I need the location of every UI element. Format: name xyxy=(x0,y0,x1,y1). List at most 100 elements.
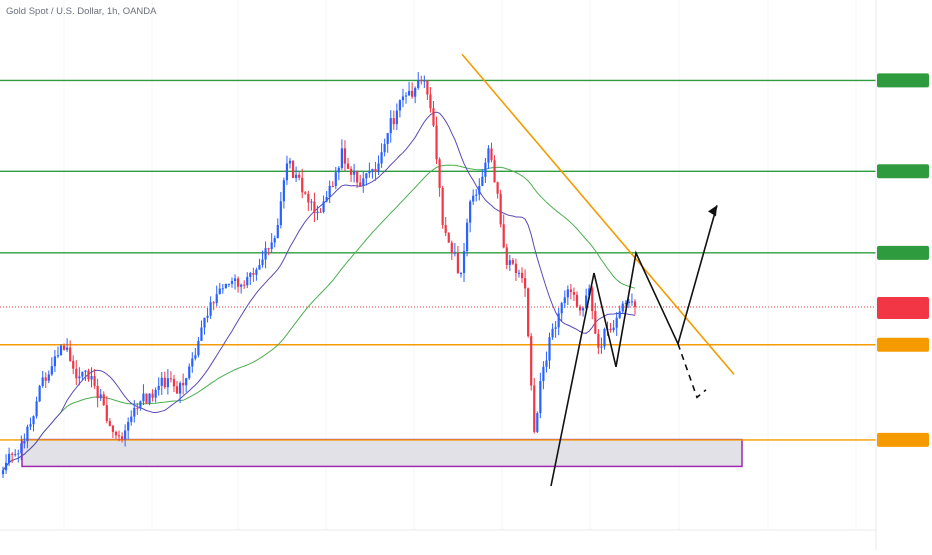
candle-body xyxy=(84,370,87,372)
candle-body xyxy=(182,383,185,386)
candle-body xyxy=(453,252,456,254)
candle-body xyxy=(304,192,307,194)
candle-body xyxy=(298,174,301,178)
candle-body xyxy=(319,211,322,213)
candle-body xyxy=(1,470,5,475)
candle-body xyxy=(520,272,524,279)
candle-body xyxy=(90,376,93,380)
candle-body xyxy=(194,355,197,359)
candle-body xyxy=(44,377,47,381)
candle-body xyxy=(530,336,533,386)
candle-body xyxy=(124,430,127,440)
candle-body xyxy=(197,340,200,356)
candle-body xyxy=(493,160,496,183)
candle-body xyxy=(337,167,340,173)
candle-body xyxy=(8,453,11,463)
last-price-badge xyxy=(877,296,929,319)
candle-body xyxy=(615,317,618,328)
candle-body xyxy=(588,288,591,296)
candle-body xyxy=(178,383,182,394)
candle-body xyxy=(191,358,194,367)
candle-body xyxy=(264,248,267,260)
candle-body xyxy=(270,242,273,249)
candle-body xyxy=(426,80,429,95)
candle-body xyxy=(17,453,20,455)
candle-body xyxy=(627,301,630,304)
candle-body xyxy=(212,302,215,304)
candle-body xyxy=(276,225,279,239)
candle-body xyxy=(597,333,600,348)
candle-body xyxy=(545,360,548,367)
candle-body xyxy=(148,393,151,404)
candle-body xyxy=(389,118,392,134)
candle-body xyxy=(157,385,160,390)
candle-body xyxy=(499,193,502,225)
candle-body xyxy=(420,80,423,82)
candle-body xyxy=(368,171,371,174)
level-badge xyxy=(877,164,929,179)
candle-body xyxy=(630,301,634,303)
candle-body xyxy=(505,247,508,265)
descending-trendline xyxy=(461,53,735,375)
candle-body xyxy=(404,95,408,97)
candle-body xyxy=(291,160,295,178)
candle-body xyxy=(120,436,124,440)
candle-body xyxy=(554,327,557,329)
candle-body xyxy=(542,366,545,382)
candle-body xyxy=(285,163,289,181)
candle-body xyxy=(108,421,111,426)
candle-body xyxy=(227,283,231,285)
candle-body xyxy=(566,289,569,298)
candle-body xyxy=(407,91,411,96)
candle-body xyxy=(136,407,139,409)
drawings xyxy=(461,53,735,487)
candle-body xyxy=(444,225,447,233)
candle-body xyxy=(288,160,292,164)
candle-body xyxy=(374,168,377,172)
candle-body xyxy=(401,96,405,101)
candle-body xyxy=(87,370,90,380)
candle-body xyxy=(203,317,206,328)
candle-body xyxy=(267,248,270,250)
candle-body xyxy=(175,386,179,394)
candle-body xyxy=(249,273,252,277)
candle-body xyxy=(325,196,328,202)
candle-body xyxy=(258,265,261,270)
candle-body xyxy=(429,94,432,109)
candle-body xyxy=(585,295,588,309)
candle-body xyxy=(465,222,469,252)
candle-body xyxy=(111,425,115,432)
candle-body xyxy=(569,289,572,293)
candle-body xyxy=(200,327,203,341)
candle-body xyxy=(221,288,224,290)
candle-body xyxy=(612,327,615,331)
candle-body xyxy=(114,431,118,436)
candle-body xyxy=(490,148,493,161)
candle-body xyxy=(62,345,66,350)
level-badge xyxy=(877,432,929,447)
candle-body xyxy=(340,148,343,168)
level-badge xyxy=(877,337,929,352)
level-lines xyxy=(0,79,876,441)
candle-body xyxy=(215,294,218,304)
candle-body xyxy=(127,421,130,431)
candle-body xyxy=(282,180,285,202)
candle-body xyxy=(243,284,246,286)
candle-body xyxy=(11,453,14,455)
candle-body xyxy=(469,201,472,223)
candle-body xyxy=(557,313,560,328)
candle-body xyxy=(331,185,334,187)
candle-body xyxy=(441,187,444,225)
candle-body xyxy=(359,182,362,186)
candle-body xyxy=(624,303,627,305)
level-badge xyxy=(877,73,929,88)
candle-body xyxy=(447,232,450,243)
candle-body xyxy=(117,435,121,437)
candle-body xyxy=(395,110,398,125)
candle-body xyxy=(459,273,463,274)
candle-body xyxy=(462,251,466,273)
candle-body xyxy=(514,263,518,273)
candle-body xyxy=(523,278,527,289)
